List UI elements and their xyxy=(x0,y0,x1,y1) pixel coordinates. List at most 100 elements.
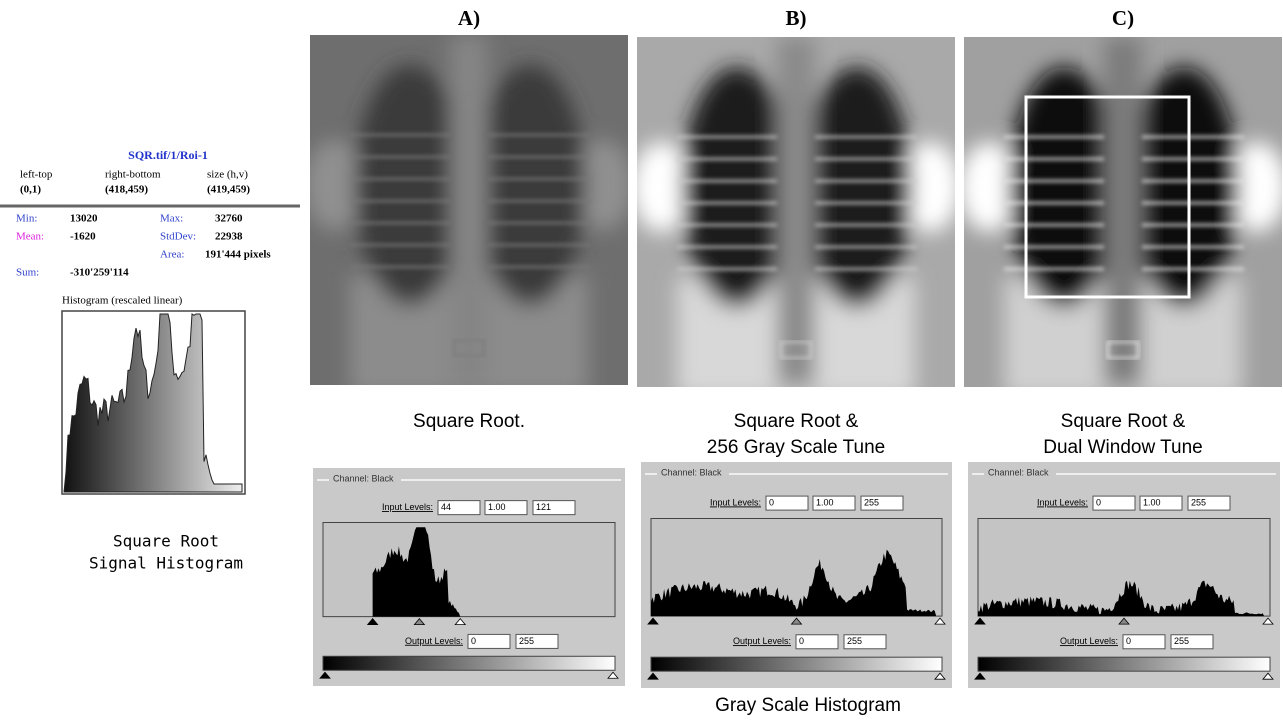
panel-caption: 256 Gray Scale Tune xyxy=(707,437,886,458)
xray-image xyxy=(310,35,628,385)
roi-caption: Square Root xyxy=(113,532,219,551)
channel-frame xyxy=(645,473,948,475)
input-value: 1.00 xyxy=(1143,497,1161,507)
coord-label: size (h,v) xyxy=(207,169,248,181)
channel-frame xyxy=(317,479,621,481)
lung xyxy=(802,67,912,307)
input-value: 121 xyxy=(536,502,551,512)
level-slider xyxy=(1118,617,1130,625)
input-value: 44 xyxy=(441,502,451,512)
window-box xyxy=(1024,95,1191,299)
input-value: 1.00 xyxy=(488,502,506,512)
stat-label: Area: xyxy=(160,249,184,261)
panel-label: C) xyxy=(1112,6,1134,30)
output-box xyxy=(467,633,511,649)
output-levels-label: Output Levels: xyxy=(733,636,791,646)
panel-caption: Square Root. xyxy=(413,411,525,432)
levels-dialog: Channel: Black Input Levels: 0 1.00 255 Outpu… xyxy=(641,462,952,688)
shoulder xyxy=(637,142,692,232)
lung xyxy=(1129,67,1239,307)
channel-label: Channel: Black xyxy=(988,467,1049,477)
gradient-bar xyxy=(650,656,943,672)
input-value: 255 xyxy=(1191,497,1206,507)
input-box xyxy=(812,495,856,511)
label-bg xyxy=(984,467,1056,479)
input-value: 0 xyxy=(769,497,774,507)
stat-label: Min: xyxy=(16,213,37,225)
levels-histogram xyxy=(651,549,937,617)
shoulder xyxy=(1227,142,1282,232)
output-value: 255 xyxy=(847,636,862,646)
output-box xyxy=(1122,634,1166,650)
level-slider xyxy=(607,671,619,679)
input-box xyxy=(1139,495,1183,511)
stat-value: 22938 xyxy=(215,231,243,243)
coord-label: left-top xyxy=(20,169,53,181)
xray-image xyxy=(637,37,955,387)
roi-caption: Signal Histogram xyxy=(89,554,243,573)
lung xyxy=(682,67,792,307)
levels-histogram-frame xyxy=(322,522,616,618)
levels-histogram xyxy=(978,580,1265,617)
stat-label: Sum: xyxy=(16,267,39,279)
level-slider xyxy=(1262,617,1274,625)
gradient-bar xyxy=(322,655,616,671)
panel-caption: Square Root & xyxy=(1061,411,1186,432)
input-box xyxy=(1187,495,1231,511)
input-levels-label: Input Levels: xyxy=(1037,497,1088,507)
output-value: 0 xyxy=(799,636,804,646)
histogram-shape xyxy=(63,313,243,493)
output-box xyxy=(1170,634,1214,650)
coord-value: (418,459) xyxy=(105,184,148,196)
input-value: 1.00 xyxy=(816,497,834,507)
input-box xyxy=(765,495,809,511)
level-slider xyxy=(934,672,946,680)
output-levels-label: Output Levels: xyxy=(405,636,463,646)
input-levels-label: Input Levels: xyxy=(710,497,761,507)
level-slider xyxy=(1262,672,1274,680)
input-box xyxy=(437,500,481,516)
channel-label: Channel: Black xyxy=(333,473,394,483)
stat-value: -1620 xyxy=(70,231,96,243)
coord-value: (0,1) xyxy=(20,184,41,196)
channel-frame xyxy=(972,473,1276,475)
output-box xyxy=(515,633,559,649)
panel-caption: Square Root & xyxy=(734,411,859,432)
spine xyxy=(777,37,815,387)
channel-label: Channel: Black xyxy=(661,467,722,477)
output-levels-label: Output Levels: xyxy=(1060,636,1118,646)
output-value: 255 xyxy=(1174,636,1189,646)
stat-label: StdDev: xyxy=(160,231,196,243)
level-slider xyxy=(319,671,331,679)
histogram-title: Histogram (rescaled linear) xyxy=(62,295,183,307)
footer-caption: Gray Scale Histogram xyxy=(715,695,901,716)
levels-dialog: Channel: Black Input Levels: 44 1.00 121 Outp… xyxy=(313,468,625,686)
level-slider xyxy=(454,618,467,626)
level-slider xyxy=(366,618,379,626)
ribs xyxy=(677,135,917,271)
spine xyxy=(450,35,488,385)
levels-dialog: Channel: Black Input Levels: 0 1.00 255 Outpu… xyxy=(968,462,1280,688)
panel-caption: Dual Window Tune xyxy=(1043,437,1202,458)
xray-image xyxy=(964,37,1282,387)
label-bg xyxy=(657,467,729,479)
output-value: 0 xyxy=(1126,636,1131,646)
level-slider xyxy=(974,672,986,680)
shoulder xyxy=(573,140,628,230)
level-slider xyxy=(647,617,659,625)
panel-label: A) xyxy=(458,6,480,30)
input-value: 0 xyxy=(1096,497,1101,507)
lung xyxy=(475,65,585,305)
label-bg xyxy=(329,473,401,485)
shoulder xyxy=(310,140,365,230)
stat-value: -310'259'114 xyxy=(70,267,129,279)
vertebra xyxy=(453,339,485,357)
vertebra xyxy=(780,341,812,359)
stat-value: 191'444 pixels xyxy=(205,249,271,261)
input-levels-label: Input Levels: xyxy=(382,502,433,512)
input-box xyxy=(532,500,576,516)
input-box xyxy=(484,500,528,516)
ribs xyxy=(1004,135,1244,271)
gradient-bar xyxy=(977,656,1271,672)
